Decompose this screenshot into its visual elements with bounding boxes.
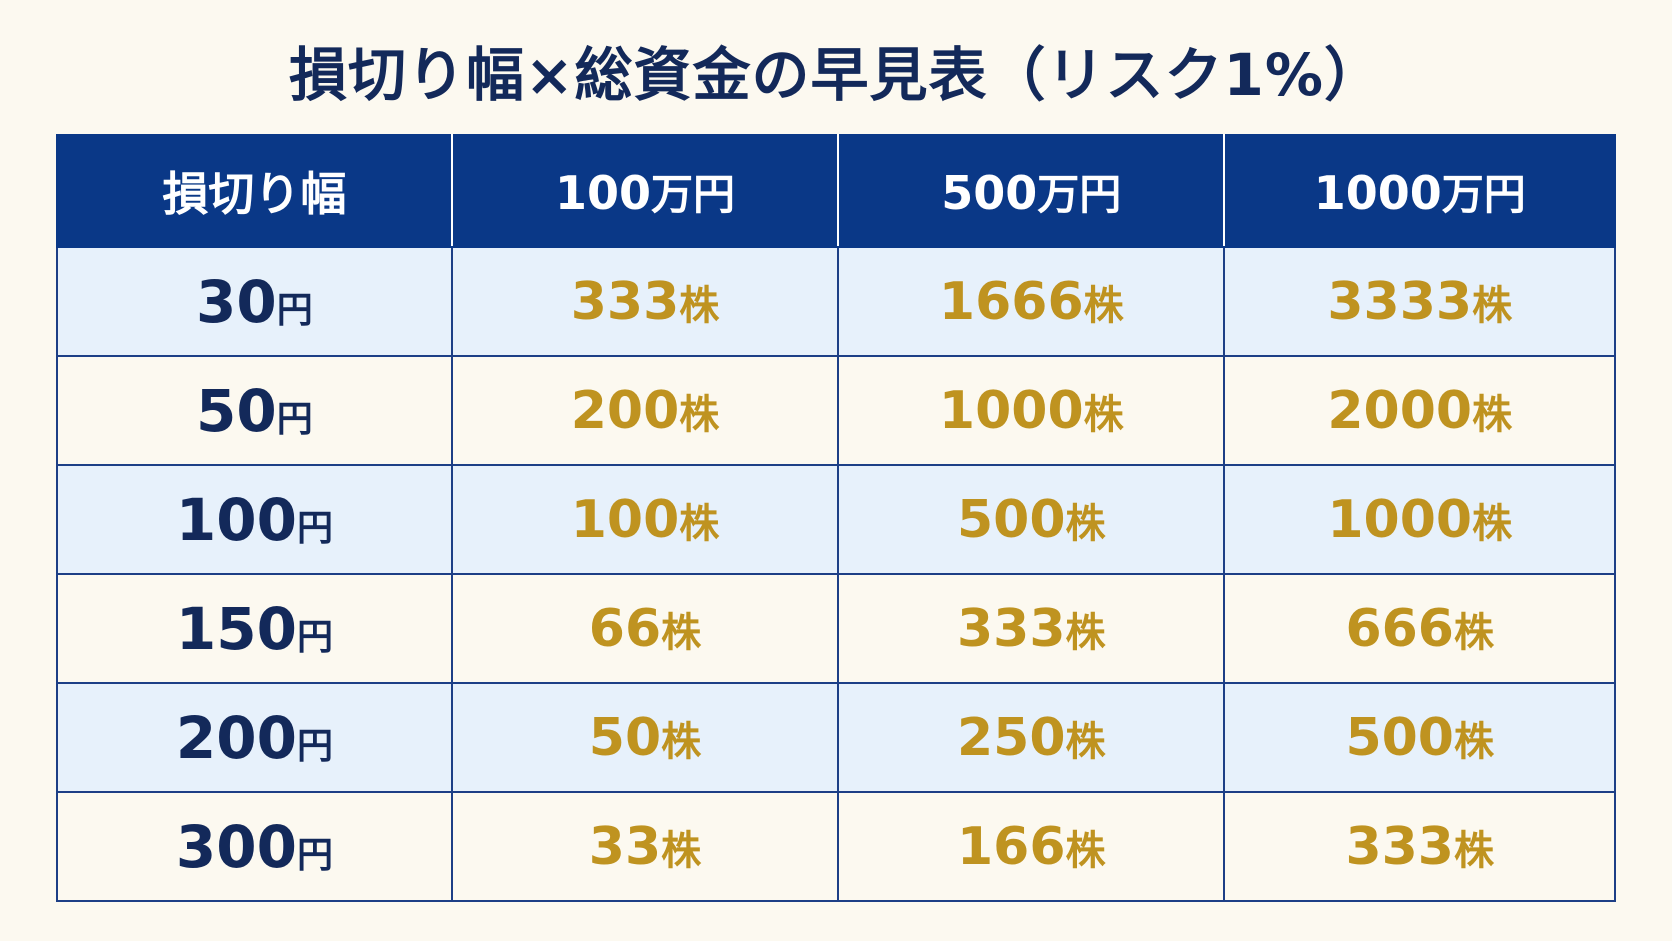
- shares-cell: 333株: [1223, 791, 1616, 902]
- shares-unit: 株: [1453, 609, 1494, 656]
- shares-cell: 3333株: [1223, 246, 1616, 357]
- shares-value: 333: [1345, 816, 1454, 877]
- table-row: 50円 200株 1000株 2000株: [56, 355, 1616, 466]
- shares-unit: 株: [661, 609, 702, 656]
- stop-width-cell: 200円: [56, 682, 453, 793]
- header-capital-500: 500万円: [837, 134, 1226, 248]
- header-unit: 万円: [1441, 169, 1526, 219]
- stop-value: 200: [175, 703, 297, 772]
- stop-unit: 円: [296, 725, 333, 767]
- stop-value: 50: [196, 376, 277, 445]
- stop-value: 150: [175, 594, 297, 663]
- shares-unit: 株: [679, 282, 720, 329]
- shares-value: 666: [1345, 598, 1454, 659]
- stop-width-cell: 30円: [56, 246, 453, 357]
- shares-value: 3333: [1327, 271, 1473, 332]
- shares-cell: 100株: [450, 464, 840, 575]
- shares-unit: 株: [679, 391, 720, 438]
- shares-value: 66: [588, 598, 662, 659]
- shares-value: 50: [588, 707, 662, 768]
- shares-cell: 500株: [837, 464, 1226, 575]
- header-value: 100: [554, 165, 651, 220]
- table-row: 100円 100株 500株 1000株: [56, 464, 1616, 575]
- shares-cell: 1000株: [837, 355, 1226, 466]
- shares-unit: 株: [1083, 391, 1124, 438]
- header-capital-100: 100万円: [450, 134, 840, 248]
- shares-cell: 666株: [1223, 573, 1616, 684]
- shares-unit: 株: [679, 500, 720, 547]
- table-row: 30円 333株 1666株 3333株: [56, 246, 1616, 357]
- stop-width-cell: 300円: [56, 791, 453, 902]
- stop-unit: 円: [296, 834, 333, 876]
- stop-width-cell: 150円: [56, 573, 453, 684]
- shares-value: 250: [957, 707, 1066, 768]
- shares-unit: 株: [1065, 827, 1106, 874]
- shares-unit: 株: [1065, 718, 1106, 765]
- shares-unit: 株: [661, 827, 702, 874]
- header-capital-1000: 1000万円: [1223, 134, 1616, 248]
- shares-value: 1000: [1327, 489, 1473, 550]
- shares-cell: 66株: [450, 573, 840, 684]
- header-value: 1000: [1313, 165, 1442, 220]
- shares-value: 500: [1345, 707, 1454, 768]
- shares-cell: 333株: [837, 573, 1226, 684]
- shares-cell: 200株: [450, 355, 840, 466]
- shares-value: 166: [957, 816, 1066, 877]
- stop-value: 30: [196, 267, 277, 336]
- table-row: 300円 33株 166株 333株: [56, 791, 1616, 902]
- shares-unit: 株: [661, 718, 702, 765]
- header-unit: 万円: [1037, 169, 1122, 219]
- stop-width-cell: 100円: [56, 464, 453, 575]
- shares-unit: 株: [1472, 391, 1513, 438]
- shares-value: 33: [588, 816, 662, 877]
- stop-unit: 円: [276, 289, 313, 331]
- table-row: 200円 50株 250株 500株: [56, 682, 1616, 793]
- page-title: 損切り幅×総資金の早見表（リスク1%）: [288, 41, 1384, 109]
- header-label: 損切り幅: [162, 167, 347, 221]
- shares-value: 2000: [1327, 380, 1473, 441]
- header-stop-width: 損切り幅: [56, 134, 453, 248]
- shares-cell: 33株: [450, 791, 840, 902]
- shares-cell: 50株: [450, 682, 840, 793]
- stop-unit: 円: [276, 398, 313, 440]
- stop-unit: 円: [296, 616, 333, 658]
- shares-value: 1666: [938, 271, 1084, 332]
- shares-cell: 2000株: [1223, 355, 1616, 466]
- shares-value: 333: [570, 271, 680, 332]
- shares-cell: 166株: [837, 791, 1226, 902]
- shares-unit: 株: [1065, 609, 1106, 656]
- stop-value: 300: [175, 812, 297, 881]
- stop-width-cell: 50円: [56, 355, 453, 466]
- shares-value: 200: [570, 380, 680, 441]
- shares-cell: 333株: [450, 246, 840, 357]
- shares-value: 333: [957, 598, 1066, 659]
- stop-value: 100: [175, 485, 297, 554]
- shares-cell: 500株: [1223, 682, 1616, 793]
- shares-unit: 株: [1472, 500, 1513, 547]
- shares-cell: 1666株: [837, 246, 1226, 357]
- position-size-table: 損切り幅 100万円 500万円 1000万円 30円 333株 1666株 3…: [56, 134, 1616, 902]
- shares-cell: 1000株: [1223, 464, 1616, 575]
- header-unit: 万円: [650, 169, 735, 219]
- shares-unit: 株: [1065, 500, 1106, 547]
- table-row: 150円 66株 333株 666株: [56, 573, 1616, 684]
- shares-unit: 株: [1453, 718, 1494, 765]
- shares-value: 1000: [938, 380, 1084, 441]
- shares-unit: 株: [1083, 282, 1124, 329]
- shares-cell: 250株: [837, 682, 1226, 793]
- shares-value: 500: [957, 489, 1066, 550]
- stop-unit: 円: [296, 507, 333, 549]
- shares-unit: 株: [1472, 282, 1513, 329]
- header-value: 500: [941, 165, 1038, 220]
- table-header-row: 損切り幅 100万円 500万円 1000万円: [56, 134, 1616, 248]
- shares-value: 100: [570, 489, 680, 550]
- shares-unit: 株: [1453, 827, 1494, 874]
